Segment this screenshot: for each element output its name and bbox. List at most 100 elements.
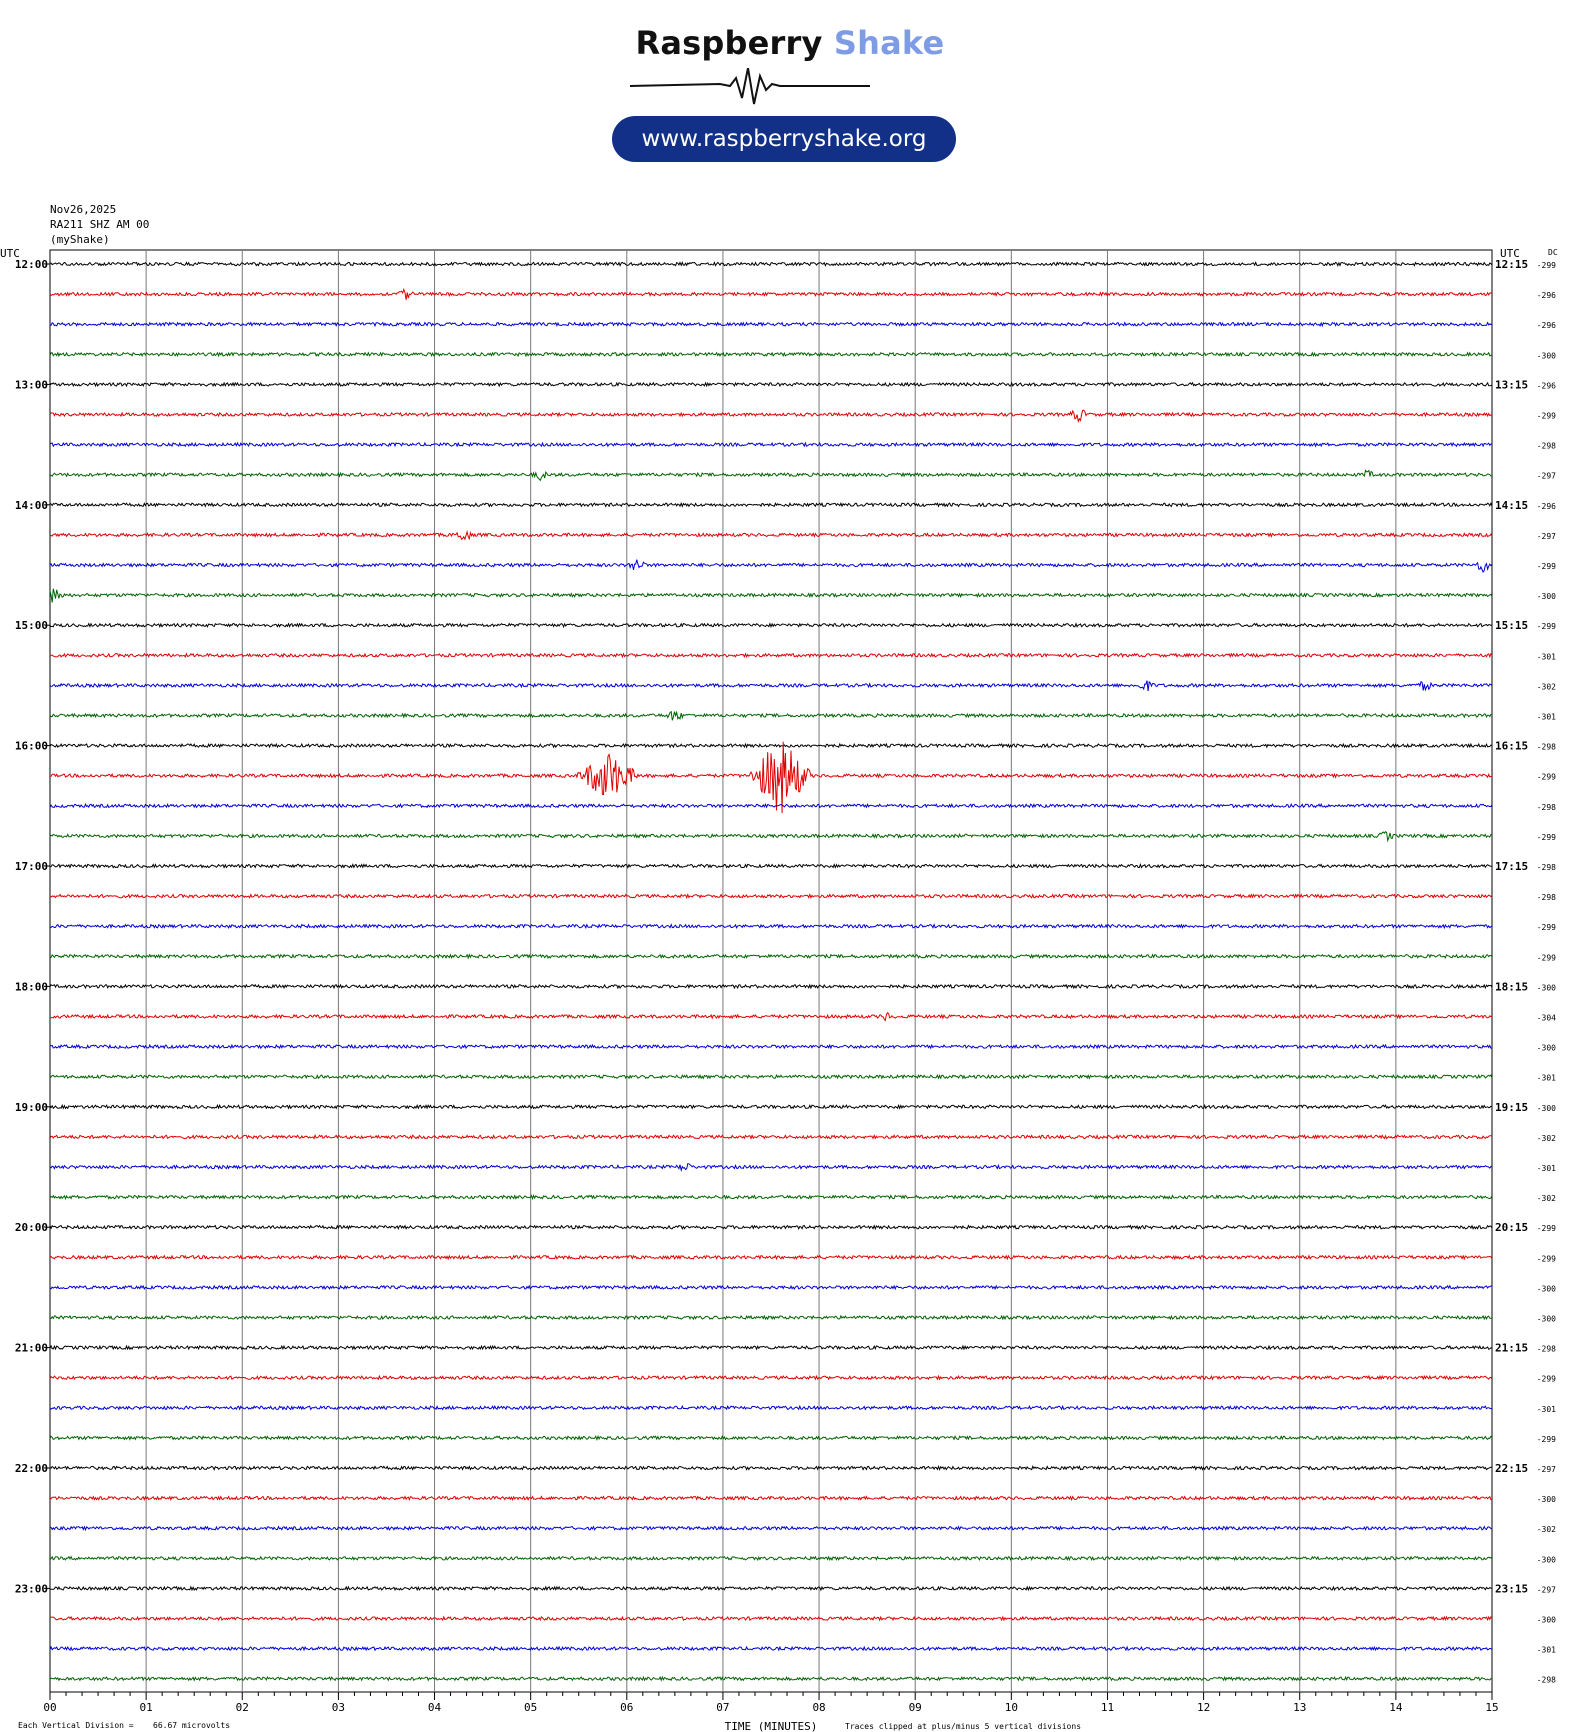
seismogram-trace — [49, 1224, 1493, 1231]
right-hour-label: 12:15 — [1495, 258, 1528, 271]
seismogram-trace — [49, 1404, 1493, 1411]
seismogram-trace — [49, 1103, 1493, 1110]
right-hour-label: 20:15 — [1495, 1221, 1528, 1234]
dc-offset-label: -301 — [1537, 652, 1556, 661]
right-axis-label: UTC — [1500, 247, 1520, 260]
brand-title: Raspberry Shake — [600, 24, 980, 62]
right-hour-label: 15:15 — [1495, 619, 1528, 632]
right-hour-label: 23:15 — [1495, 1582, 1528, 1595]
dc-offset-label: -297 — [1537, 532, 1556, 541]
dc-column-label: DC — [1548, 248, 1558, 257]
brand-word-raspberry: Raspberry — [635, 24, 823, 62]
seismogram-trace — [49, 923, 1493, 930]
left-hour-label: 17:00 — [15, 860, 48, 873]
right-hour-label: 16:15 — [1495, 740, 1528, 753]
dc-offset-label: -300 — [1537, 983, 1556, 992]
dc-offset-label: -300 — [1537, 1044, 1556, 1053]
seismogram-trace — [49, 983, 1493, 990]
seismogram-trace — [49, 742, 1493, 749]
seismogram-trace — [49, 1284, 1493, 1291]
x-tick-label: 07 — [716, 1701, 729, 1714]
x-tick-label: 08 — [812, 1701, 825, 1714]
dc-offset-label: -299 — [1537, 1375, 1556, 1384]
station-code: RA211 SHZ AM 00 — [50, 218, 150, 231]
seismogram-trace — [49, 622, 1493, 629]
dc-offset-label: -298 — [1537, 893, 1556, 902]
dc-offset-label: -296 — [1537, 502, 1556, 511]
data-source: (myShake) — [50, 233, 110, 246]
x-tick-label: 10 — [1005, 1701, 1018, 1714]
dc-offset-label: -300 — [1537, 1284, 1556, 1293]
seismogram-trace — [49, 588, 1493, 603]
seismogram-trace — [49, 1525, 1493, 1532]
dc-offset-label: -302 — [1537, 1525, 1556, 1534]
dc-offset-label: -296 — [1537, 291, 1556, 300]
dc-offset-label: -300 — [1537, 1315, 1556, 1324]
seismogram-trace — [49, 469, 1493, 482]
dc-offset-label: -302 — [1537, 1134, 1556, 1143]
x-tick-label: 02 — [236, 1701, 249, 1714]
dc-offset-label: -300 — [1537, 592, 1556, 601]
x-tick-label: 11 — [1101, 1701, 1114, 1714]
x-tick-label: 05 — [524, 1701, 537, 1714]
seismogram-trace — [49, 1133, 1493, 1140]
scale-value: 66.67 microvolts — [153, 1721, 230, 1730]
dc-offset-label: -297 — [1537, 1585, 1556, 1594]
left-hour-label: 19:00 — [15, 1101, 48, 1114]
left-hour-label: 13:00 — [15, 378, 48, 391]
seismogram-trace — [49, 1615, 1493, 1622]
dc-offset-label: -301 — [1537, 1074, 1556, 1083]
seismogram-trace — [49, 863, 1493, 869]
seismograph-logo-icon — [630, 68, 870, 105]
dc-offset-label: -298 — [1537, 1345, 1556, 1354]
x-tick-label: 03 — [332, 1701, 345, 1714]
dc-offset-label: -301 — [1537, 713, 1556, 722]
right-hour-label: 14:15 — [1495, 499, 1528, 512]
seismogram-trace — [49, 1314, 1493, 1321]
seismogram-trace — [49, 802, 1493, 809]
dc-offset-label: -301 — [1537, 1405, 1556, 1414]
dc-offset-label: -299 — [1537, 1224, 1556, 1233]
dc-offset-label: -298 — [1537, 1676, 1556, 1685]
x-tick-label: 12 — [1197, 1701, 1210, 1714]
x-axis-title: TIME (MINUTES) — [725, 1720, 818, 1732]
dc-offset-label: -300 — [1537, 1555, 1556, 1564]
right-hour-label: 13:15 — [1495, 378, 1528, 391]
x-tick-label: 14 — [1389, 1701, 1403, 1714]
seismogram-trace — [49, 1344, 1493, 1351]
dc-offset-label: -299 — [1537, 953, 1556, 962]
x-tick-label: 13 — [1293, 1701, 1306, 1714]
dc-offset-label: -299 — [1537, 833, 1556, 842]
left-hour-label: 15:00 — [15, 619, 48, 632]
seismogram-trace — [49, 351, 1493, 358]
seismogram-trace — [49, 321, 1493, 328]
dc-offset-label: -299 — [1537, 412, 1556, 421]
raspberry-shake-logo: Raspberry Shake www.raspberryshake.org — [600, 20, 980, 170]
website-url-link[interactable]: www.raspberryshake.org — [612, 116, 956, 162]
seismogram-trace — [49, 1073, 1493, 1080]
dc-offset-label: -300 — [1537, 351, 1556, 360]
seismogram-trace — [49, 1465, 1492, 1472]
right-hour-label: 18:15 — [1495, 980, 1528, 993]
clip-note: Traces clipped at plus/minus 5 vertical … — [845, 1722, 1081, 1731]
left-hour-label: 22:00 — [15, 1462, 48, 1475]
dc-offset-label: -296 — [1537, 381, 1556, 390]
seismogram-trace — [49, 501, 1493, 508]
dc-offset-label: -297 — [1537, 472, 1556, 481]
dc-offset-label: -299 — [1537, 562, 1556, 571]
seismogram-trace — [49, 1194, 1493, 1201]
seismogram-trace — [49, 559, 1493, 573]
x-tick-label: 06 — [620, 1701, 633, 1714]
left-hour-label: 14:00 — [15, 499, 48, 512]
seismogram-trace — [49, 1254, 1493, 1261]
seismogram-trace — [49, 1645, 1493, 1652]
left-hour-label: 23:00 — [15, 1582, 48, 1595]
dc-offset-label: -299 — [1537, 773, 1556, 782]
seismogram-trace — [50, 1012, 1493, 1022]
brand-word-shake: Shake — [833, 24, 945, 62]
seismogram-trace — [49, 1163, 1493, 1173]
dc-offset-label: -297 — [1537, 1465, 1556, 1474]
right-hour-label: 19:15 — [1495, 1101, 1528, 1114]
dc-offset-label: -300 — [1537, 1616, 1556, 1625]
